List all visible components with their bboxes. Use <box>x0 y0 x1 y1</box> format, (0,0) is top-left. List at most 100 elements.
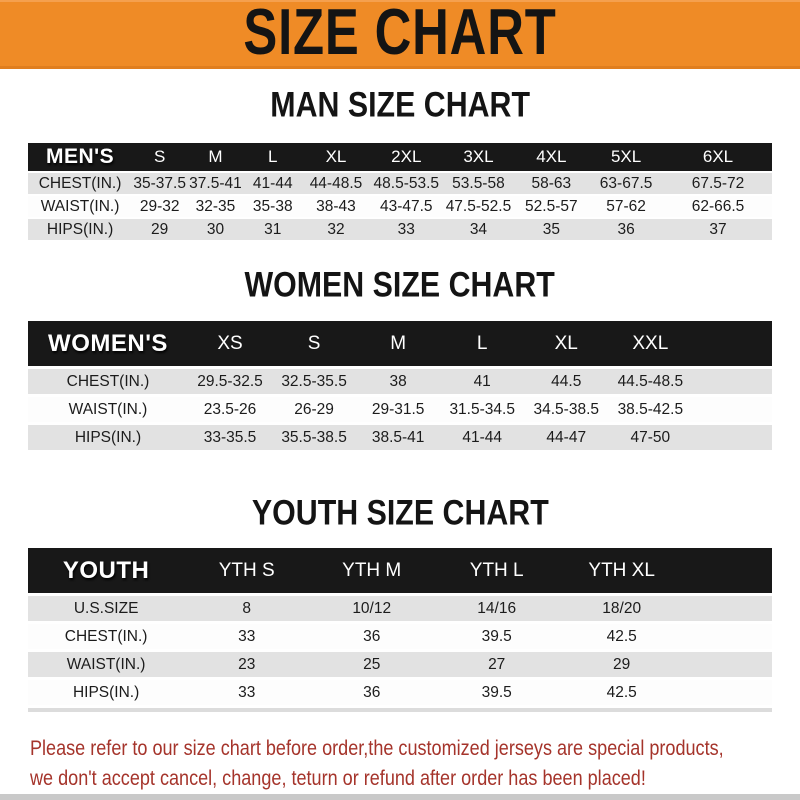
cell-value: 44-47 <box>524 425 609 450</box>
cell-value: 41 <box>440 369 525 394</box>
cell-value: 35-38 <box>243 196 302 217</box>
cell-value: 38.5-42.5 <box>608 397 693 422</box>
table-row: HIPS(IN.) 33 36 39.5 42.5 <box>28 680 772 705</box>
men-size-table: MEN'S S M L XL 2XL 3XL 4XL 5XL 6XL CHEST(IN.) 35-3… <box>28 141 772 242</box>
cell-value: 41-44 <box>440 425 525 450</box>
youth-table-header: YOUTH YTH S YTH M YTH L YTH XL <box>28 548 772 593</box>
banner: SIZE CHART <box>0 0 800 69</box>
cell-value: 39.5 <box>434 680 560 705</box>
cell-value: 41-44 <box>243 173 302 194</box>
table-row: CHEST(IN.) 33 36 39.5 42.5 <box>28 624 772 649</box>
cell-value: 23.5-26 <box>187 397 273 422</box>
man-section-heading-text: MAN SIZE CHART <box>270 84 530 125</box>
cell-value: 36 <box>588 219 665 240</box>
cell-value: 33 <box>370 219 443 240</box>
column-header: XL <box>301 143 371 171</box>
disclaimer-line-2: we don't accept cancel, change, teturn o… <box>30 766 646 790</box>
cell-value: 42.5 <box>559 624 685 649</box>
row-label: U.S.SIZE <box>28 596 185 621</box>
cell-value: 52.5-57 <box>514 196 589 217</box>
cell-value: 39.5 <box>434 624 560 649</box>
empty-cell <box>684 680 772 705</box>
header-row: YOUTH YTH S YTH M YTH L YTH XL <box>28 548 772 593</box>
cell-value: 44.5-48.5 <box>608 369 693 394</box>
table-corner-label: MEN'S <box>28 143 133 171</box>
cell-value: 25 <box>309 652 435 677</box>
cell-value: 37.5-41 <box>187 173 244 194</box>
cell-value: 48.5-53.5 <box>370 173 443 194</box>
women-section-heading: WOMEN SIZE CHART <box>0 264 800 305</box>
header-row: WOMEN'S XS S M L XL XXL <box>28 321 772 366</box>
column-header: 4XL <box>514 143 589 171</box>
table-row: HIPS(IN.) 33-35.5 35.5-38.5 38.5-41 41-44 44-… <box>28 425 772 450</box>
women-section-heading-text: WOMEN SIZE CHART <box>244 264 556 305</box>
youth-table-body: U.S.SIZE 8 10/12 14/16 18/20 CHEST(IN.) 33 36 39… <box>28 596 772 705</box>
cell-value: 33 <box>184 680 310 705</box>
man-size-chart-section: MAN SIZE CHART MEN'S S M L XL 2XL 3XL 4XL 5XL 6XL… <box>0 84 800 242</box>
row-label: HIPS(IN.) <box>28 425 188 450</box>
empty-header-cell <box>692 321 772 366</box>
empty-cell <box>692 397 772 422</box>
cell-value: 29-31.5 <box>356 397 441 422</box>
disclaimer-line-1: Please refer to our size chart before or… <box>30 736 724 760</box>
cell-value: 35-37.5 <box>132 173 188 194</box>
empty-header-cell <box>684 548 772 593</box>
row-label: WAIST(IN.) <box>28 652 185 677</box>
cell-value: 32-35 <box>187 196 244 217</box>
youth-section-heading-text: YOUTH SIZE CHART <box>251 492 549 533</box>
women-size-table: WOMEN'S XS S M L XL XXL CHEST(IN.) 29.5-32.5 32.… <box>28 318 772 453</box>
women-size-chart-section: WOMEN SIZE CHART WOMEN'S XS S M L XL XXL CHEST… <box>0 264 800 453</box>
cell-value: 57-62 <box>588 196 665 217</box>
column-header: YTH M <box>309 548 435 593</box>
cell-value: 29 <box>559 652 685 677</box>
cell-value: 14/16 <box>434 596 560 621</box>
row-label: HIPS(IN.) <box>28 219 133 240</box>
cell-value: 29-32 <box>132 196 188 217</box>
cell-value: 44.5 <box>524 369 609 394</box>
cell-value: 33-35.5 <box>187 425 273 450</box>
cell-value: 35.5-38.5 <box>272 425 357 450</box>
table-row: CHEST(IN.) 35-37.5 37.5-41 41-44 44-48.5 48.5… <box>28 173 772 194</box>
table-corner-label: YOUTH <box>28 548 185 593</box>
cell-value: 42.5 <box>559 680 685 705</box>
cell-value: 37 <box>664 219 772 240</box>
row-label: WAIST(IN.) <box>28 397 188 422</box>
column-header: 6XL <box>664 143 772 171</box>
youth-size-chart-section: YOUTH SIZE CHART YOUTH YTH S YTH M YTH L YTH… <box>0 492 800 712</box>
man-section-heading: MAN SIZE CHART <box>0 84 800 125</box>
cell-value: 36 <box>309 680 435 705</box>
cell-value: 29 <box>132 219 188 240</box>
column-header: XXL <box>608 321 693 366</box>
column-header: YTH S <box>184 548 310 593</box>
row-label: CHEST(IN.) <box>28 624 185 649</box>
cell-value: 34.5-38.5 <box>524 397 609 422</box>
cell-value: 30 <box>187 219 244 240</box>
row-label: CHEST(IN.) <box>28 173 133 194</box>
cell-value: 53.5-58 <box>442 173 515 194</box>
cell-value: 31 <box>243 219 302 240</box>
column-header: M <box>187 143 244 171</box>
cell-value: 62-66.5 <box>664 196 772 217</box>
cell-value: 18/20 <box>559 596 685 621</box>
youth-size-table: YOUTH YTH S YTH M YTH L YTH XL U.S.SIZE 8 10/1… <box>28 545 772 708</box>
column-header: S <box>132 143 188 171</box>
column-header: YTH L <box>434 548 560 593</box>
cell-value: 47-50 <box>608 425 693 450</box>
women-table-header: WOMEN'S XS S M L XL XXL <box>28 321 772 366</box>
men-table-body: CHEST(IN.) 35-37.5 37.5-41 41-44 44-48.5 48.5… <box>28 173 772 240</box>
disclaimer-line: Please refer to our size chart before or… <box>30 733 800 763</box>
cell-value: 35 <box>514 219 589 240</box>
table-row: WAIST(IN.) 29-32 32-35 35-38 38-43 43-47.5 47.… <box>28 196 772 217</box>
empty-cell <box>692 369 772 394</box>
cell-value: 38-43 <box>301 196 371 217</box>
cell-value: 31.5-34.5 <box>440 397 525 422</box>
disclaimer: Please refer to our size chart before or… <box>30 733 800 793</box>
cell-value: 26-29 <box>272 397 357 422</box>
cell-value: 23 <box>184 652 310 677</box>
row-label: HIPS(IN.) <box>28 680 185 705</box>
header-row: MEN'S S M L XL 2XL 3XL 4XL 5XL 6XL <box>28 143 772 171</box>
cell-value: 33 <box>184 624 310 649</box>
table-row: HIPS(IN.) 29 30 31 32 33 34 35 36 37 <box>28 219 772 240</box>
column-header: 3XL <box>442 143 515 171</box>
